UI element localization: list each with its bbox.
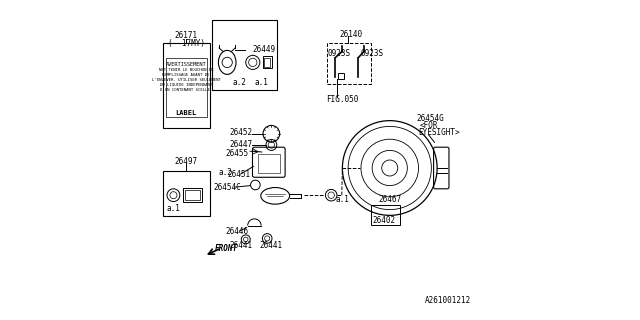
Bar [166, 58, 207, 117]
Bar [371, 205, 400, 225]
Text: NET TENIR LE BOUCHON DE: NET TENIR LE BOUCHON DE [159, 68, 214, 72]
Text: 26454C: 26454C [214, 183, 241, 192]
Text: 26452: 26452 [230, 128, 253, 137]
Text: 26402: 26402 [372, 216, 396, 225]
Text: 26467: 26467 [378, 195, 401, 204]
Text: 0923S: 0923S [328, 49, 351, 58]
Text: 26446: 26446 [226, 228, 249, 236]
Text: ( -17MY): ( -17MY) [168, 39, 205, 48]
Text: 26454G: 26454G [416, 114, 444, 123]
Text: a.1: a.1 [335, 195, 349, 204]
Text: 26455: 26455 [226, 149, 249, 158]
Text: 26441: 26441 [259, 241, 282, 250]
Text: AVERTISSEMENT: AVERTISSEMENT [166, 61, 207, 67]
Text: L'ENLEVER. UTILISER SEULEMENT: L'ENLEVER. UTILISER SEULEMENT [152, 78, 221, 82]
Text: <FOR: <FOR [420, 121, 438, 130]
Text: 26447: 26447 [230, 140, 253, 149]
Text: A261001212: A261001212 [425, 296, 471, 305]
Text: 0923S: 0923S [361, 49, 384, 58]
Bar [327, 43, 371, 84]
Text: 26497: 26497 [175, 157, 198, 166]
Bar [185, 190, 200, 200]
Text: LABEL: LABEL [175, 110, 197, 116]
Bar [338, 73, 344, 79]
Bar [163, 171, 210, 216]
Bar [264, 58, 270, 67]
Text: REMPLISSAGE AVANT DE: REMPLISSAGE AVANT DE [163, 73, 210, 77]
Text: a.2: a.2 [218, 168, 232, 177]
Text: EYESIGHT>: EYESIGHT> [418, 128, 460, 137]
Text: a.1: a.1 [255, 78, 269, 87]
Text: a.1: a.1 [166, 204, 180, 213]
Bar [183, 188, 202, 202]
Text: 26171: 26171 [175, 31, 198, 40]
Text: FIG.050: FIG.050 [326, 95, 359, 104]
Bar [263, 56, 272, 68]
Text: 26441: 26441 [230, 241, 253, 250]
Text: 26140: 26140 [340, 30, 363, 39]
Text: D'UN CONTENANT SCELLE.: D'UN CONTENANT SCELLE. [160, 88, 212, 92]
Bar [258, 154, 280, 173]
Text: a.2: a.2 [232, 78, 246, 87]
Text: 26449: 26449 [253, 45, 276, 54]
Text: DU LIQUIDE INDEPENDANT: DU LIQUIDE INDEPENDANT [160, 83, 212, 87]
Bar [163, 43, 210, 128]
Text: FRONT: FRONT [214, 244, 237, 253]
Bar [212, 20, 278, 90]
Text: 26451: 26451 [228, 170, 251, 179]
